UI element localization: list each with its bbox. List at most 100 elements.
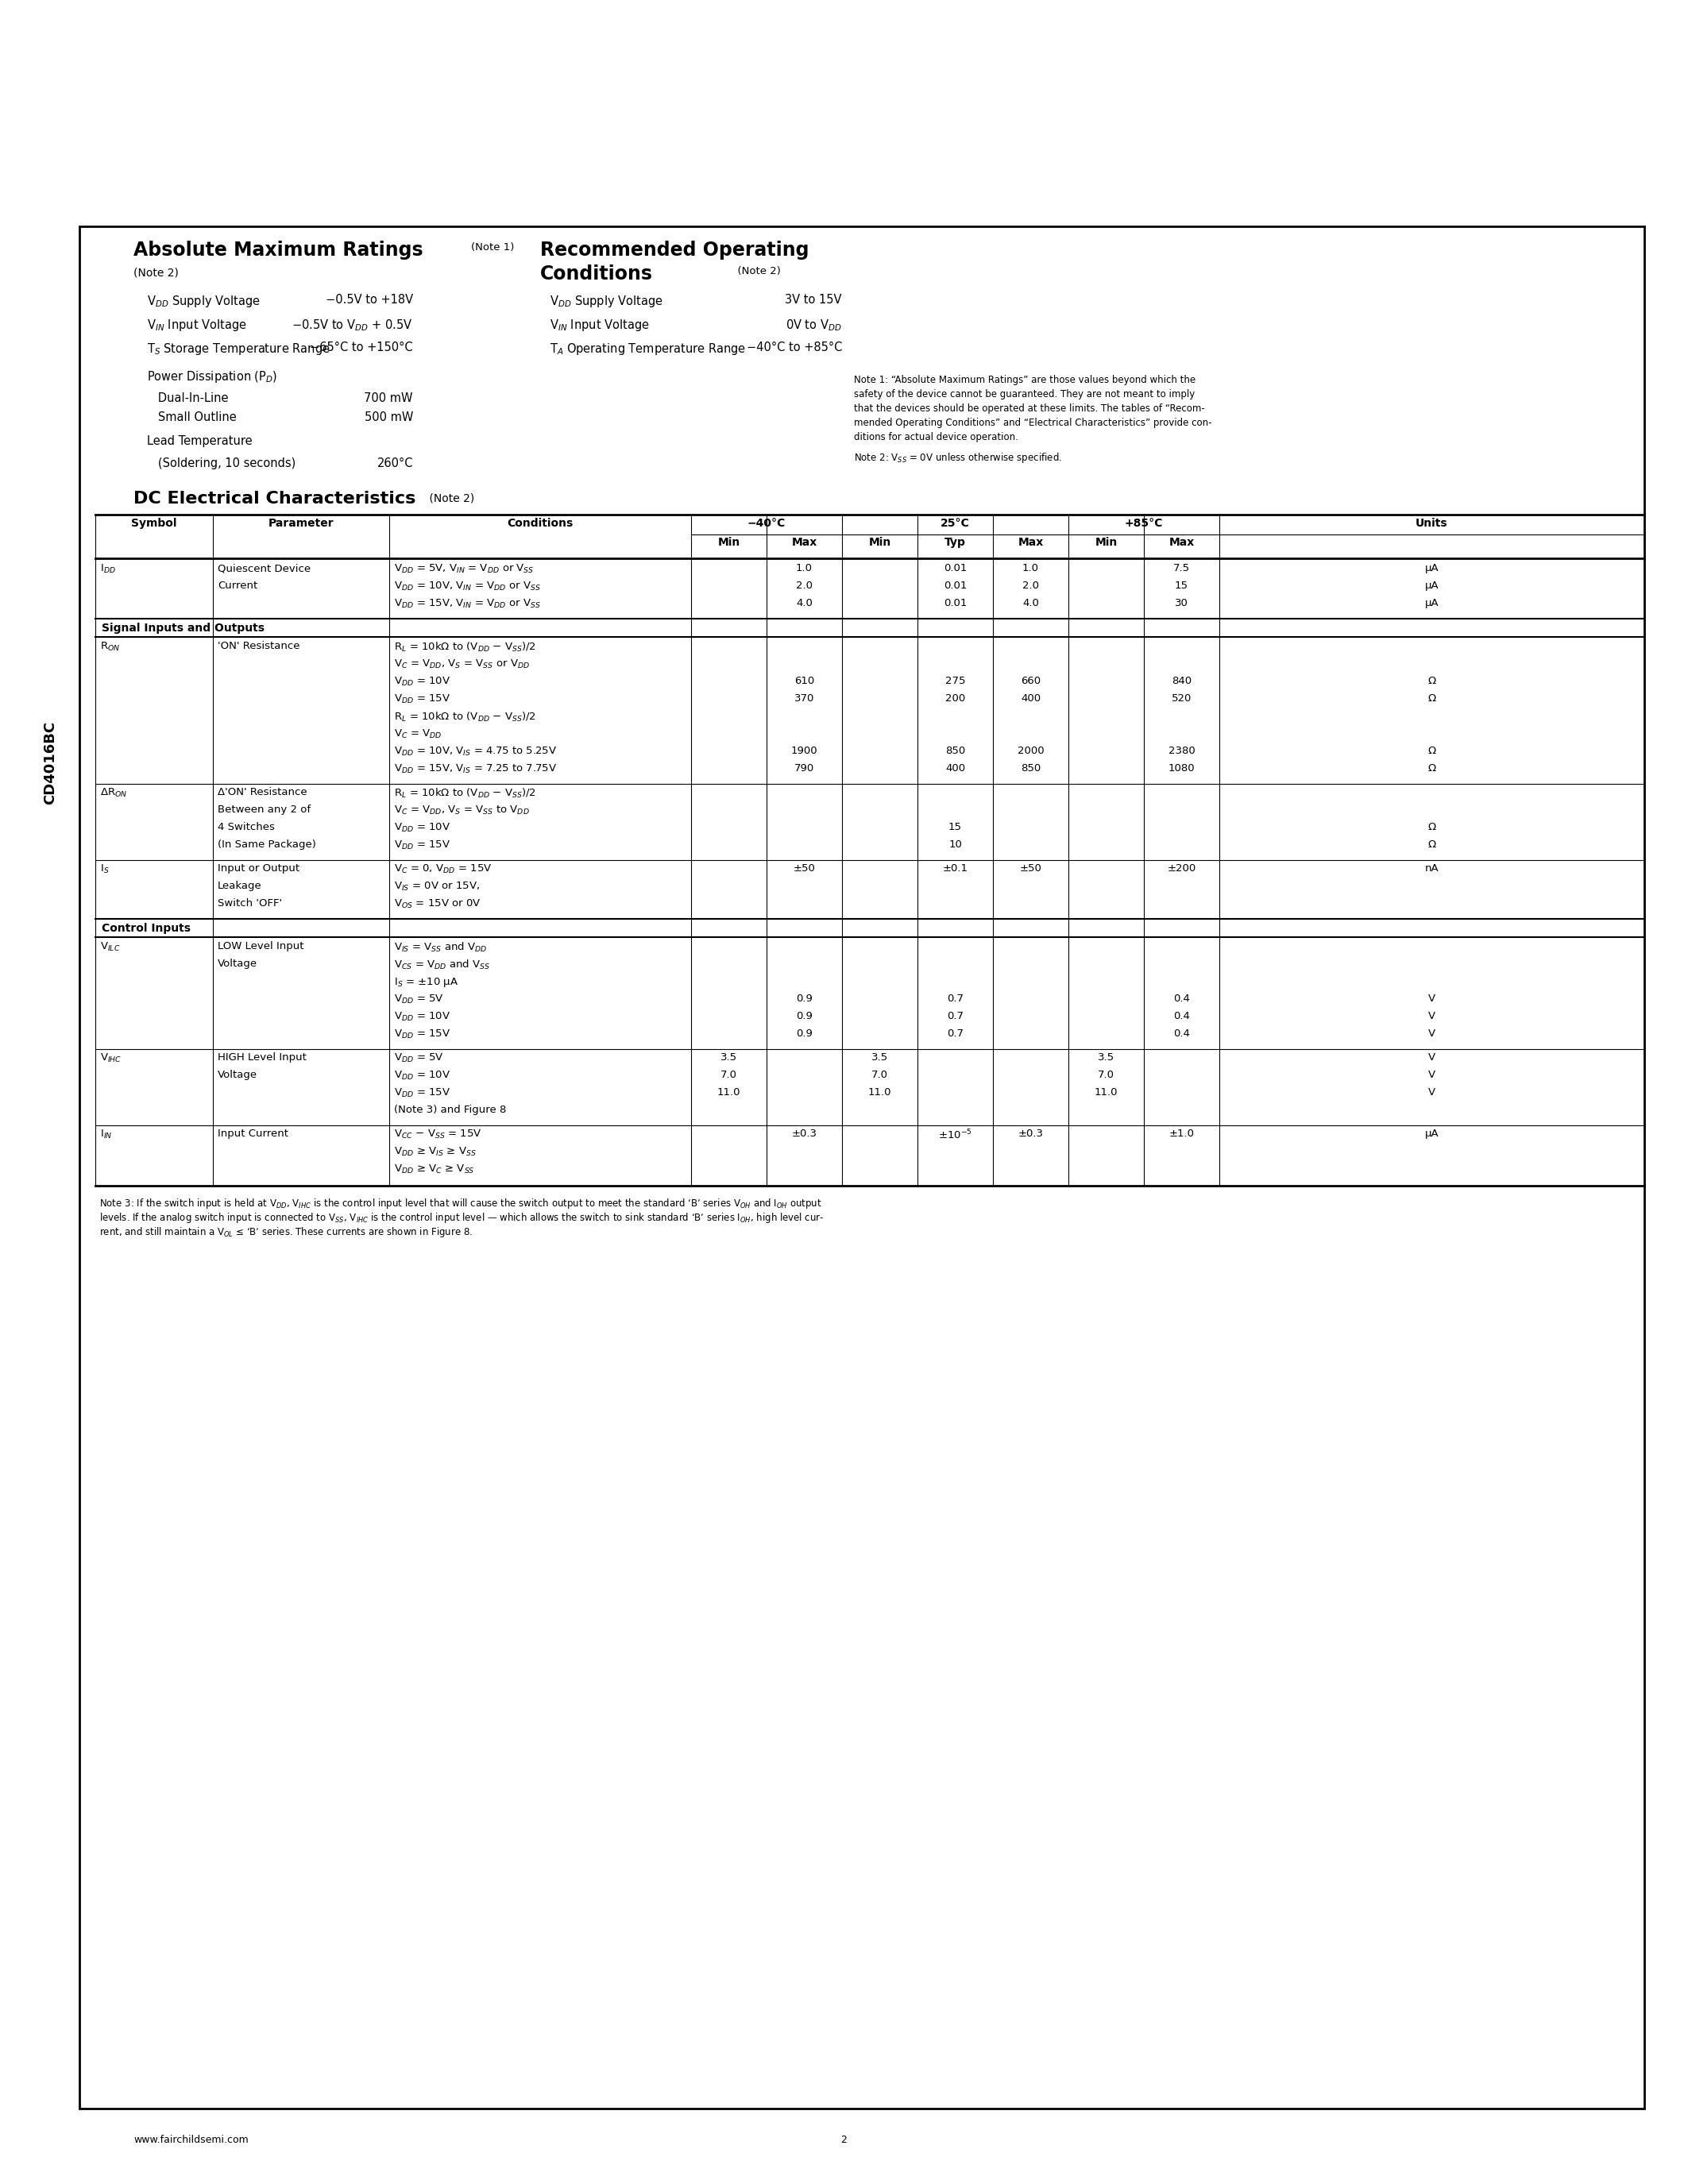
Text: Current: Current [218,581,258,592]
Text: 275: 275 [945,675,966,686]
Text: 200: 200 [945,692,966,703]
Text: I$_S$ = ±10 μA: I$_S$ = ±10 μA [393,976,459,989]
Text: V$_{DD}$ = 5V: V$_{DD}$ = 5V [393,994,444,1005]
Text: V$_{DD}$ = 15V: V$_{DD}$ = 15V [393,692,451,705]
Text: 2000: 2000 [1018,745,1043,756]
Text: DC Electrical Characteristics: DC Electrical Characteristics [133,491,415,507]
Text: nA: nA [1425,863,1438,874]
Text: that the devices should be operated at these limits. The tables of “Recom-: that the devices should be operated at t… [854,404,1205,413]
Text: 15: 15 [949,821,962,832]
Text: V$_{DD}$ ≥ V$_{IS}$ ≥ V$_{SS}$: V$_{DD}$ ≥ V$_{IS}$ ≥ V$_{SS}$ [393,1147,476,1158]
Text: Ω: Ω [1428,821,1436,832]
Text: 0.9: 0.9 [797,994,812,1005]
Text: Leakage: Leakage [218,880,262,891]
Text: 7.0: 7.0 [721,1070,738,1081]
Text: R$_{ON}$: R$_{ON}$ [100,640,120,653]
Text: 4.0: 4.0 [797,598,812,609]
Text: 10: 10 [949,839,962,850]
Text: V$_{ILC}$: V$_{ILC}$ [100,941,120,952]
Text: V$_{CC}$ − V$_{SS}$ = 15V: V$_{CC}$ − V$_{SS}$ = 15V [393,1129,481,1140]
Text: Parameter: Parameter [268,518,334,529]
Text: V$_{OS}$ = 15V or 0V: V$_{OS}$ = 15V or 0V [393,898,481,911]
Text: μA: μA [1425,581,1438,592]
Text: 660: 660 [1021,675,1040,686]
Text: Input Current: Input Current [218,1129,289,1138]
Bar [79,227,1644,2108]
Text: Conditions: Conditions [540,264,653,284]
Text: 11.0: 11.0 [868,1088,891,1099]
Text: ±50: ±50 [793,863,815,874]
Text: I$_{IN}$: I$_{IN}$ [100,1129,113,1140]
Text: 15: 15 [1175,581,1188,592]
Text: 400: 400 [945,762,966,773]
Text: 400: 400 [1021,692,1040,703]
Text: 3.5: 3.5 [871,1053,888,1064]
Text: 11.0: 11.0 [1094,1088,1117,1099]
Text: Control Inputs: Control Inputs [101,924,191,935]
Text: 500 mW: 500 mW [365,411,414,424]
Text: safety of the device cannot be guaranteed. They are not meant to imply: safety of the device cannot be guarantee… [854,389,1195,400]
Text: (Note 2): (Note 2) [731,266,782,277]
Text: rent, and still maintain a V$_{OL}$ ≤ ‘B’ series. These currents are shown in Fi: rent, and still maintain a V$_{OL}$ ≤ ‘B… [100,1225,473,1238]
Text: ±1.0: ±1.0 [1168,1129,1195,1138]
Text: Ω: Ω [1428,745,1436,756]
Text: Power Dissipation (P$_D$): Power Dissipation (P$_D$) [147,369,277,384]
Text: 1900: 1900 [792,745,817,756]
Text: 'ON' Resistance: 'ON' Resistance [218,640,300,651]
Text: 2.0: 2.0 [1023,581,1040,592]
Text: V$_{DD}$ = 15V, V$_{IS}$ = 7.25 to 7.75V: V$_{DD}$ = 15V, V$_{IS}$ = 7.25 to 7.75V [393,762,557,775]
Text: V$_{IHC}$: V$_{IHC}$ [100,1053,122,1064]
Text: Voltage: Voltage [218,959,258,970]
Text: 7.0: 7.0 [1097,1070,1114,1081]
Text: (Note 2): (Note 2) [425,491,474,505]
Text: 4.0: 4.0 [1023,598,1040,609]
Text: V$_{DD}$ = 15V, V$_{IN}$ = V$_{DD}$ or V$_{SS}$: V$_{DD}$ = 15V, V$_{IN}$ = V$_{DD}$ or V… [393,598,540,609]
Text: −65°C to +150°C: −65°C to +150°C [311,341,414,354]
Text: −40°C: −40°C [748,518,785,529]
Text: V: V [1428,1070,1435,1081]
Text: V: V [1428,1053,1435,1064]
Text: Note 2: V$_{SS}$ = 0V unless otherwise specified.: Note 2: V$_{SS}$ = 0V unless otherwise s… [854,452,1062,465]
Text: levels. If the analog switch input is connected to V$_{SS}$, V$_{IHC}$ is the co: levels. If the analog switch input is co… [100,1212,824,1225]
Text: 790: 790 [795,762,814,773]
Text: V$_{DD}$ = 15V: V$_{DD}$ = 15V [393,839,451,852]
Text: Units: Units [1416,518,1448,529]
Text: Ω: Ω [1428,839,1436,850]
Text: ±0.3: ±0.3 [1018,1129,1043,1138]
Text: V$_C$ = V$_{DD}$, V$_S$ = V$_{SS}$ or V$_{DD}$: V$_C$ = V$_{DD}$, V$_S$ = V$_{SS}$ or V$… [393,657,530,670]
Text: V$_{DD}$ Supply Voltage: V$_{DD}$ Supply Voltage [147,295,260,308]
Text: Recommended Operating: Recommended Operating [540,240,809,260]
Text: (Soldering, 10 seconds): (Soldering, 10 seconds) [147,456,295,470]
Text: Δ'ON' Resistance: Δ'ON' Resistance [218,786,307,797]
Text: I$_{DD}$: I$_{DD}$ [100,563,116,574]
Text: 25°C: 25°C [940,518,971,529]
Text: 3.5: 3.5 [721,1053,738,1064]
Text: 0V to V$_{DD}$: 0V to V$_{DD}$ [787,317,842,332]
Text: HIGH Level Input: HIGH Level Input [218,1053,307,1064]
Text: 0.4: 0.4 [1173,1029,1190,1040]
Text: ditions for actual device operation.: ditions for actual device operation. [854,432,1018,443]
Text: 11.0: 11.0 [717,1088,741,1099]
Text: Typ: Typ [945,537,966,548]
Text: V$_{DD}$ = 10V: V$_{DD}$ = 10V [393,1011,451,1022]
Text: 2.0: 2.0 [797,581,812,592]
Text: 850: 850 [945,745,966,756]
Text: V$_{DD}$ = 10V: V$_{DD}$ = 10V [393,1070,451,1081]
Text: V$_{IS}$ = V$_{SS}$ and V$_{DD}$: V$_{IS}$ = V$_{SS}$ and V$_{DD}$ [393,941,488,954]
Text: ±0.1: ±0.1 [942,863,967,874]
Text: Small Outline: Small Outline [147,411,236,424]
Text: μA: μA [1425,1129,1438,1138]
Text: V$_{DD}$ = 10V, V$_{IS}$ = 4.75 to 5.25V: V$_{DD}$ = 10V, V$_{IS}$ = 4.75 to 5.25V [393,745,557,758]
Text: V: V [1428,1011,1435,1022]
Text: 1080: 1080 [1168,762,1195,773]
Text: R$_L$ = 10kΩ to (V$_{DD}$ − V$_{SS}$)/2: R$_L$ = 10kΩ to (V$_{DD}$ − V$_{SS}$)/2 [393,640,537,653]
Text: Voltage: Voltage [218,1070,258,1081]
Text: 0.4: 0.4 [1173,1011,1190,1022]
Text: Between any 2 of: Between any 2 of [218,804,311,815]
Text: 0.01: 0.01 [944,598,967,609]
Text: Quiescent Device: Quiescent Device [218,563,311,574]
Text: 30: 30 [1175,598,1188,609]
Text: 2: 2 [841,2134,847,2145]
Text: ΔR$_{ON}$: ΔR$_{ON}$ [100,786,127,799]
Text: V$_{DD}$ = 15V: V$_{DD}$ = 15V [393,1088,451,1099]
